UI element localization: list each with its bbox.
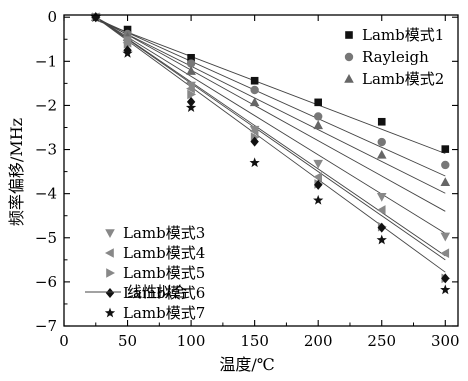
point-lamb-3 (440, 232, 451, 242)
fit-line-lamb-6 (95, 16, 446, 261)
legend-top-right: Lamb模式1 Rayleigh Lamb模式2 (344, 26, 444, 88)
legend-marker-lamb-4 (105, 248, 114, 258)
point-lamb-4 (440, 248, 450, 259)
fit-line-lamb-2 (95, 18, 446, 194)
point-lamb-2 (440, 177, 451, 186)
point-lamb-7 (185, 102, 197, 113)
point-rayleigh (313, 112, 323, 121)
legend-bottom-left: Lamb模式3 Lamb模式4 Lamb模式5 Lamb模式6 Lamb模式7 线性拟合 (85, 224, 205, 322)
y-tick-label: −6 (35, 273, 57, 291)
point-lamb-4 (376, 205, 386, 215)
point-lamb-1 (441, 145, 450, 153)
y-tick-label: −5 (35, 229, 57, 247)
point-lamb-1 (187, 53, 195, 62)
point-rayleigh (250, 85, 259, 95)
legend-label-lamb-2: Lamb模式2 (362, 70, 444, 88)
plot-frame (63, 14, 459, 327)
y-tick-label: −4 (35, 185, 57, 203)
point-rayleigh (186, 59, 196, 68)
legend-marker-lamb-3 (105, 229, 115, 238)
point-lamb-4 (313, 172, 322, 182)
point-lamb-5 (187, 89, 197, 100)
legend-label-lamb-4: Lamb模式4 (123, 244, 205, 262)
legend-label-lamb-1: Lamb模式1 (362, 26, 444, 44)
point-lamb-7 (376, 234, 387, 245)
fit-line-lamb-5 (95, 16, 446, 257)
legend-label-lamb-7: Lamb模式7 (123, 304, 205, 322)
point-lamb-1 (314, 98, 322, 107)
legend-marker-lamb-6 (105, 288, 115, 298)
point-rayleigh (377, 137, 386, 147)
fit-line-lamb-7 (95, 17, 446, 273)
legend-marker-lamb-2 (344, 74, 354, 83)
x-tick-label: 50 (118, 332, 137, 350)
point-lamb-4 (186, 83, 195, 94)
point-lamb-7 (440, 284, 451, 295)
point-lamb-2 (249, 97, 260, 107)
legend-label-lamb-6: Lamb模式6 (123, 284, 205, 302)
x-tick-label: 250 (367, 332, 396, 350)
legend-label-lamb-5: Lamb模式5 (123, 264, 205, 282)
point-lamb-6 (186, 96, 196, 107)
point-lamb-3 (313, 159, 323, 169)
legend-label-rayleigh: Rayleigh (362, 48, 429, 66)
legend-marker-rayleigh (344, 52, 354, 62)
legend-marker-lamb-1 (345, 31, 353, 39)
point-lamb-6 (377, 222, 386, 233)
point-lamb-6 (441, 273, 450, 284)
legend-marker-lamb-7 (104, 307, 116, 318)
x-tick-label: 0 (59, 332, 69, 350)
point-lamb-6 (250, 136, 259, 147)
legend-marker-lamb-5 (106, 268, 115, 278)
legend-label-fit: 线性拟合 (127, 283, 187, 301)
fit-line-lamb-4 (95, 17, 446, 234)
x-tick-label: 100 (177, 332, 206, 350)
point-lamb-1 (250, 76, 259, 85)
point-lamb-7 (313, 194, 324, 205)
fit-line-lamb-3 (95, 16, 446, 212)
y-axis-title: 频率偏移/MHz (7, 118, 26, 226)
fit-lines (95, 16, 446, 273)
point-rayleigh (441, 160, 450, 170)
x-tick-label: 200 (304, 332, 333, 350)
point-lamb-6 (313, 179, 323, 190)
point-lamb-2 (313, 120, 323, 130)
legend-label-lamb-3: Lamb模式3 (123, 224, 205, 242)
point-lamb-1 (123, 25, 132, 34)
point-lamb-2 (376, 149, 387, 159)
point-lamb-7 (90, 11, 101, 22)
point-lamb-2 (186, 66, 196, 75)
x-axis-ticks: 0 50 100 150 200 250 300 (59, 15, 460, 350)
y-tick-label: −7 (35, 317, 57, 335)
x-tick-label: 300 (431, 332, 460, 350)
y-tick-label: −2 (35, 96, 57, 114)
point-lamb-3 (376, 192, 387, 202)
point-lamb-7 (122, 47, 133, 58)
y-tick-label: −3 (35, 141, 57, 159)
point-lamb-1 (377, 117, 386, 126)
fit-line-rayleigh (95, 17, 446, 177)
point-lamb-4 (249, 126, 259, 136)
y-tick-label: −1 (35, 52, 57, 70)
x-tick-label: 150 (240, 332, 269, 350)
fit-line-lamb-1 (95, 19, 446, 154)
x-axis-title: 温度/℃ (219, 355, 274, 374)
y-axis-ticks: 0 −1 −2 −3 −4 −5 −6 −7 (35, 8, 458, 335)
point-lamb-5 (123, 38, 133, 49)
point-lamb-7 (249, 157, 260, 168)
y-tick-label: 0 (47, 8, 57, 26)
